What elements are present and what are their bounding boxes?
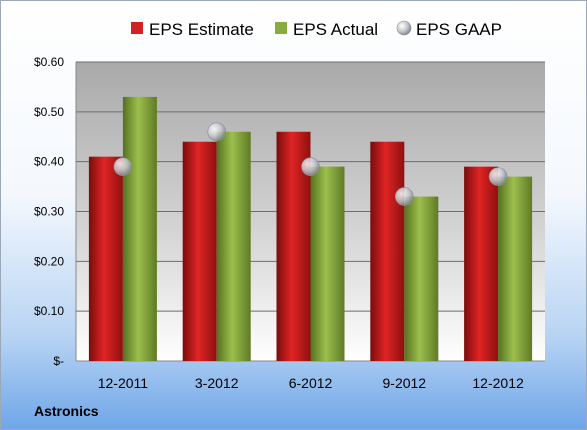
company-name: Astronics [34,403,99,419]
legend-actual-label: EPS Actual [293,20,378,39]
gaap-marker [301,157,320,176]
gaap-marker [113,157,133,176]
gaap-marker [207,122,226,142]
x-tick-label: 12-2012 [472,375,524,391]
actual-bar [310,166,345,361]
actual-bar [498,176,533,361]
x-tick-label: 9-2012 [383,375,427,391]
estimate-bar [464,166,499,361]
y-tick-label: $0.40 [34,155,64,169]
legend-estimate-label: EPS Estimate [149,20,254,39]
y-tick-label: $0.60 [34,55,64,69]
legend: EPS Estimate EPS Actual EPS GAAP [131,20,502,39]
y-tick-label: $- [53,354,64,368]
x-tick-label: 3-2012 [195,375,239,391]
estimate-bar [182,141,217,361]
actual-bar [216,131,251,361]
gaap-markers [113,122,508,206]
bars [88,96,533,361]
y-tick-label: $0.20 [34,254,64,268]
gaap-marker [394,187,414,206]
y-tick-label: $0.50 [34,105,64,119]
actual-bar [404,196,439,361]
legend-estimate-swatch [131,22,143,34]
estimate-bar [370,141,405,361]
x-tick-label: 12-2011 [98,375,149,391]
x-tick-label: 6-2012 [289,375,333,391]
legend-actual-swatch [275,22,287,34]
x-axis: 12-2011 3-2012 6-2012 9-2012 12-2012 [98,375,524,391]
y-axis: $- $0.10 $0.20 $0.30 $0.40 $0.50 $0.60 [34,55,64,368]
estimate-bar [88,156,123,361]
gaap-marker [488,167,508,186]
legend-gaap-swatch [396,20,412,36]
y-tick-label: $0.30 [34,205,64,219]
legend-gaap-label: EPS GAAP [416,20,502,39]
actual-bar [122,96,157,361]
y-tick-label: $0.10 [34,304,64,318]
